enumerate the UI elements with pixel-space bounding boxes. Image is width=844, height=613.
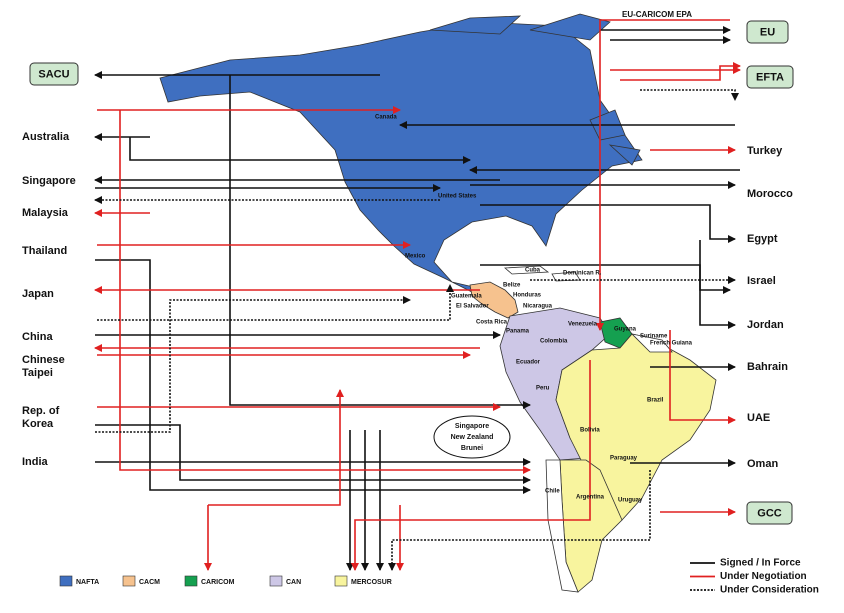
legend-label: CARICOM (201, 579, 235, 586)
legend-label: NAFTA (76, 579, 99, 586)
partner-label: Thailand (22, 245, 67, 257)
labels: EU-CARICOM EPA SACU EU EFTA GCC Australia Sing… (22, 10, 819, 596)
country-label: Colombia (540, 339, 568, 345)
bubble-label: New Zealand (451, 434, 494, 441)
annotation: EU-CARICOM EPA (622, 10, 692, 19)
region (630, 333, 673, 353)
arrow (596, 19, 730, 331)
region (608, 144, 641, 166)
partner-label: Oman (747, 458, 778, 470)
partner-label: Malaysia (22, 207, 69, 219)
legend-label: MERCOSUR (351, 579, 392, 586)
partner-label: Egypt (747, 233, 778, 245)
legend-swatch (122, 575, 136, 587)
arrow (95, 424, 531, 484)
arrow (699, 240, 736, 329)
land (159, 13, 717, 593)
region (503, 265, 550, 275)
country-label: El Salvador (456, 304, 489, 310)
arrows (94, 19, 741, 571)
country-label: Honduras (513, 293, 542, 299)
region (159, 21, 643, 293)
partner-label: Turkey (747, 145, 783, 157)
bloc-label: GCC (757, 507, 782, 519)
arrow (129, 137, 471, 164)
country-label: Canada (375, 115, 397, 121)
bloc-label: EU (760, 26, 775, 38)
bloc-label: EFTA (756, 71, 784, 83)
country-label: Suriname (640, 334, 668, 340)
bloc-box (746, 65, 794, 89)
partner-label: Singapore (22, 175, 76, 187)
country-label: Belize (503, 283, 521, 289)
arrow (480, 204, 736, 243)
partner-label: Morocco (747, 188, 793, 200)
country-label: Guyana (614, 327, 637, 333)
region (469, 281, 519, 319)
country-label: Argentina (576, 495, 605, 501)
legend-swatch (59, 575, 73, 587)
partner-label: Taipei (22, 367, 53, 379)
arrow (388, 470, 651, 571)
arrow (95, 296, 411, 433)
legend-swatch (269, 575, 283, 587)
country-label: Costa Rica (476, 320, 508, 326)
country-label: Nicaragua (523, 304, 553, 310)
partner-label: Jordan (747, 319, 784, 331)
partner-label: India (22, 456, 49, 468)
country-label: Uruguay (618, 498, 643, 504)
bubble (433, 415, 511, 459)
region (429, 15, 522, 35)
country-label: Mexico (405, 254, 426, 260)
legend-swatch (184, 575, 198, 587)
country-label: Paraguay (610, 456, 638, 462)
country-label: Peru (536, 386, 550, 392)
country-label: French Guiana (650, 341, 693, 347)
arrow (97, 284, 454, 321)
partner-label: Chinese (22, 354, 65, 366)
partner-label: Australia (22, 131, 70, 143)
legend-swatch (334, 575, 348, 587)
legend-label: Under Consideration (720, 585, 819, 596)
partner-label: China (22, 331, 53, 343)
bubble-label: Brunei (461, 445, 483, 452)
legend-label: Signed / In Force (720, 558, 801, 569)
arrow (119, 110, 531, 474)
partner-label: Rep. of (22, 405, 60, 417)
arrow (229, 75, 531, 409)
partner-label: Japan (22, 288, 54, 300)
arrow (351, 360, 591, 571)
partner-label: UAE (747, 412, 770, 424)
partner-label: Israel (747, 275, 776, 287)
legend-label: Under Negotiation (720, 571, 807, 582)
country-label: United States (438, 194, 477, 200)
arrow (669, 330, 736, 424)
arrow (640, 89, 739, 101)
country-label: Guatemala (451, 294, 482, 300)
bloc-box (746, 20, 789, 44)
country-label: Dominican R. (563, 271, 602, 277)
bloc-label: SACU (38, 68, 69, 80)
partner-label: Korea (22, 418, 54, 430)
bloc-box (746, 501, 793, 525)
country-label: Cuba (525, 268, 541, 274)
region (545, 459, 579, 593)
partner-label: Bahrain (747, 361, 788, 373)
legend-label: CAN (286, 579, 301, 586)
country-label: Chile (545, 489, 560, 495)
country-label: Venezuela (568, 322, 598, 328)
legend-label: CACM (139, 579, 160, 586)
bubble-label: Singapore (455, 423, 489, 430)
country-label: Brazil (647, 398, 664, 404)
region (529, 13, 611, 41)
country-label: Panama (506, 329, 530, 335)
arrow (620, 62, 741, 81)
country-label: Bolivia (580, 428, 600, 434)
arrow (208, 389, 344, 506)
country-label: Ecuador (516, 360, 541, 366)
bloc-box (29, 62, 79, 86)
